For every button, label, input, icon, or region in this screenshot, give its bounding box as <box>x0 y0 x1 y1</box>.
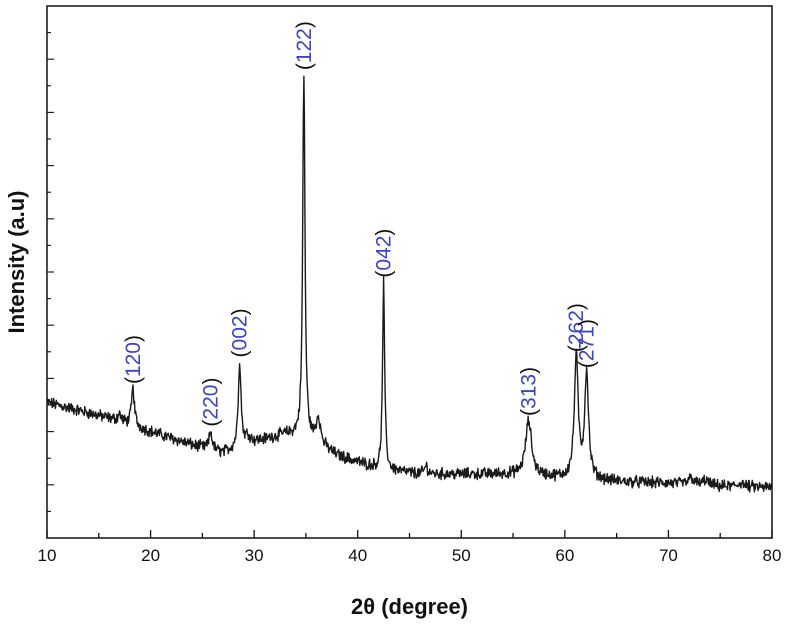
x-tick-label: 40 <box>348 546 367 565</box>
peak-label: (002) <box>229 308 252 357</box>
peak-label: (262) <box>565 303 588 352</box>
x-tick-label: 50 <box>452 546 471 565</box>
x-axis-title: 2θ (degree) <box>351 594 468 619</box>
plot-border <box>46 5 773 539</box>
peak-label: (313) <box>518 367 541 416</box>
x-axis-tick-labels: 10 20 30 40 50 60 70 80 <box>38 546 782 565</box>
x-tick-label: 60 <box>555 546 574 565</box>
peak-label: (120) <box>122 335 145 384</box>
y-axis-ticks <box>47 32 54 512</box>
xrd-trace-line <box>46 75 773 493</box>
peak-label: (220) <box>200 378 223 427</box>
peak-label: (042) <box>373 229 396 278</box>
y-axis-title: Intensity (a.u) <box>4 190 29 333</box>
plot-frame <box>46 5 773 539</box>
peak-labels: (120) (220) (002) (122) (042) (313) (262)(271) <box>122 21 599 426</box>
x-tick-label: 10 <box>38 546 57 565</box>
x-tick-label: 30 <box>245 546 264 565</box>
peak-label: (122) <box>293 21 316 70</box>
x-axis-ticks <box>46 530 773 538</box>
x-tick-label: 70 <box>659 546 678 565</box>
peak-label: (271) <box>576 319 599 368</box>
x-tick-label: 80 <box>763 546 782 565</box>
x-tick-label: 20 <box>141 546 160 565</box>
